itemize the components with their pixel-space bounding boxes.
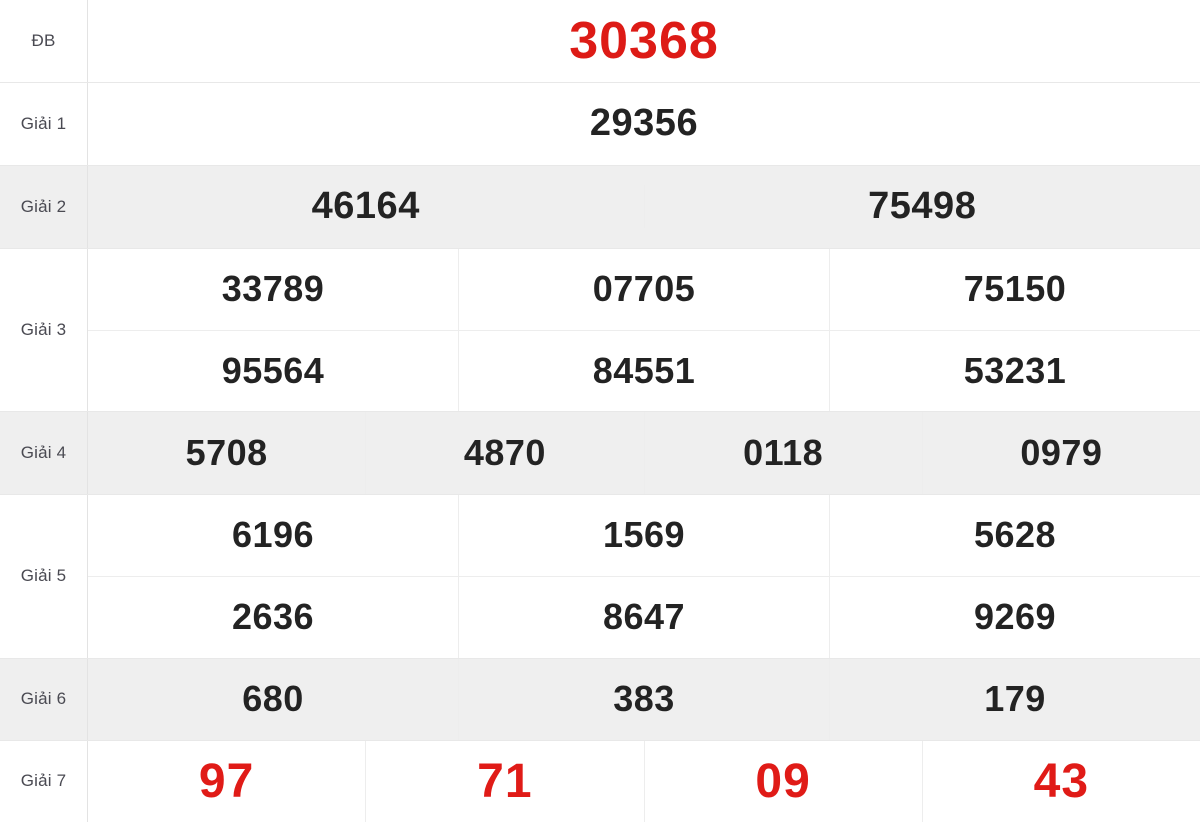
row-label-prize7: Giải 7 [0, 740, 88, 822]
table-row-special: ĐB 30368 [0, 0, 1200, 82]
prize-value-prize5-1: 6196 [88, 495, 459, 577]
prize-value-prize4-3: 0118 [645, 412, 923, 494]
prize2-line: 46164 75498 [88, 185, 1200, 228]
prize-value-prize5-2: 1569 [459, 495, 830, 577]
prize3-grid: 33789 07705 75150 95564 84551 53231 [88, 249, 1200, 411]
prize-cell-prize3: 33789 07705 75150 95564 84551 53231 [88, 248, 1200, 411]
prize-value-prize3-3: 75150 [830, 249, 1200, 330]
row-label-prize2: Giải 2 [0, 165, 88, 248]
row-label-prize5: Giải 5 [0, 494, 88, 658]
prize-value-prize5-5: 8647 [459, 576, 830, 658]
prize-value-prize5-3: 5628 [830, 495, 1200, 577]
table-row-prize2: Giải 2 46164 75498 [0, 165, 1200, 248]
row-label-prize1: Giải 1 [0, 82, 88, 165]
prize-cell-prize4: 5708 4870 0118 0979 [88, 411, 1200, 494]
prize5-grid: 6196 1569 5628 2636 8647 9269 [88, 495, 1200, 658]
prize6-line: 680 383 179 [88, 659, 1200, 740]
prize-value-prize5-4: 2636 [88, 576, 459, 658]
prize-cell-prize5: 6196 1569 5628 2636 8647 9269 [88, 494, 1200, 658]
prize-value-prize3-2: 07705 [459, 249, 830, 330]
row-label-prize4: Giải 4 [0, 411, 88, 494]
prize7-grid: 97 71 09 43 [88, 741, 1200, 822]
prize-cell-prize7: 97 71 09 43 [88, 740, 1200, 822]
prize-value-prize7-3: 09 [645, 741, 923, 822]
prize7-line: 97 71 09 43 [88, 741, 1200, 822]
prize-cell-prize1: 29356 [88, 82, 1200, 165]
prize3-line-1: 33789 07705 75150 [88, 249, 1200, 330]
prize-value-prize4-1: 5708 [88, 412, 366, 494]
prize3-line-2: 95564 84551 53231 [88, 330, 1200, 411]
prize-value-prize3-1: 33789 [88, 249, 459, 330]
prize4-grid: 5708 4870 0118 0979 [88, 412, 1200, 494]
prize5-line-2: 2636 8647 9269 [88, 576, 1200, 658]
prize6-grid: 680 383 179 [88, 659, 1200, 740]
table-row-prize7: Giải 7 97 71 09 43 [0, 740, 1200, 822]
row-label-special: ĐB [0, 0, 88, 82]
prize-value-prize7-2: 71 [366, 741, 644, 822]
row-label-prize6: Giải 6 [0, 658, 88, 740]
prize-cell-prize6: 680 383 179 [88, 658, 1200, 740]
prize-value-prize3-6: 53231 [830, 330, 1200, 411]
prize-cell-prize2: 46164 75498 [88, 165, 1200, 248]
prize-value-prize3-4: 95564 [88, 330, 459, 411]
table-row-prize1: Giải 1 29356 [0, 82, 1200, 165]
prize5-line-1: 6196 1569 5628 [88, 495, 1200, 577]
prize-value-prize5-6: 9269 [830, 576, 1200, 658]
table-row-prize6: Giải 6 680 383 179 [0, 658, 1200, 740]
prize-cell-special: 30368 [88, 0, 1200, 82]
prize-value-prize3-5: 84551 [459, 330, 830, 411]
table-row-prize4: Giải 4 5708 4870 0118 0979 [0, 411, 1200, 494]
table-row-prize5: Giải 5 6196 1569 5628 2636 8647 9269 [0, 494, 1200, 658]
row-label-prize3: Giải 3 [0, 248, 88, 411]
prize-value-prize4-2: 4870 [366, 412, 644, 494]
prize-value-prize2-2: 75498 [645, 185, 1200, 228]
table-row-prize3: Giải 3 33789 07705 75150 95564 84551 532… [0, 248, 1200, 411]
prize4-line: 5708 4870 0118 0979 [88, 412, 1200, 494]
prize-value-prize7-1: 97 [88, 741, 366, 822]
prize-value-prize7-4: 43 [923, 741, 1200, 822]
prize-value-prize2-1: 46164 [88, 185, 645, 228]
prize-value-prize6-2: 383 [459, 659, 830, 740]
prize-value-prize6-1: 680 [88, 659, 459, 740]
prize-value-special: 30368 [569, 12, 719, 70]
prize2-grid: 46164 75498 [88, 185, 1200, 228]
prize-value-prize4-4: 0979 [923, 412, 1200, 494]
prize-value-prize6-3: 179 [830, 659, 1200, 740]
